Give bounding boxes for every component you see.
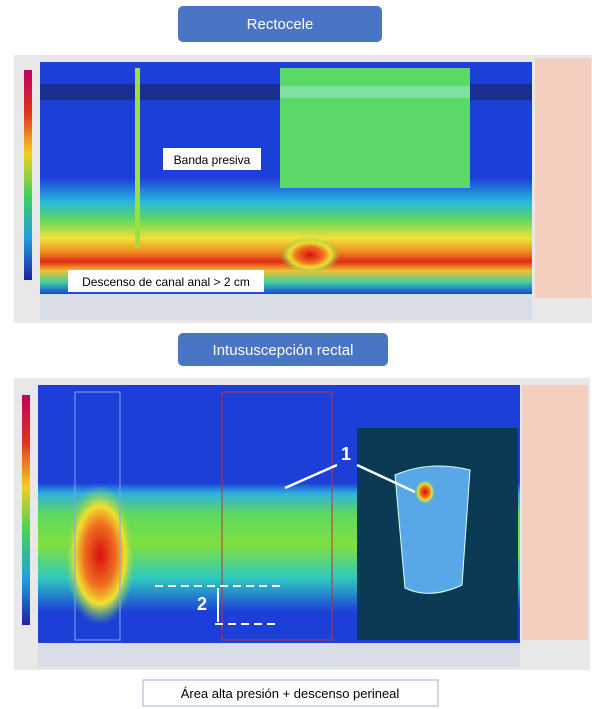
hot-spot [280,237,340,273]
annotation: Descenso de canal anal > 2 cm [82,275,250,289]
side-panel [535,58,591,298]
caption: Área alta presión + descenso perineal [181,686,400,701]
figure-canvas: Rectocele Banda presiva Descenso de cana… [0,0,592,709]
figure: Rectocele Banda presiva Descenso de cana… [0,0,592,709]
panel-title: Rectocele [247,16,314,33]
panel-title: Intususcepción rectal [213,342,354,359]
toolbar [40,294,532,320]
hot-spot [415,480,435,504]
side-panel [522,385,588,640]
color-scale [22,395,30,625]
vertical-spike [135,68,140,248]
annotation: Banda presiva [174,153,251,167]
toolbar [38,643,520,667]
color-scale [24,70,32,280]
annotation: 1 [341,444,351,464]
pressure-block [280,86,470,98]
annotation: 2 [197,594,207,614]
